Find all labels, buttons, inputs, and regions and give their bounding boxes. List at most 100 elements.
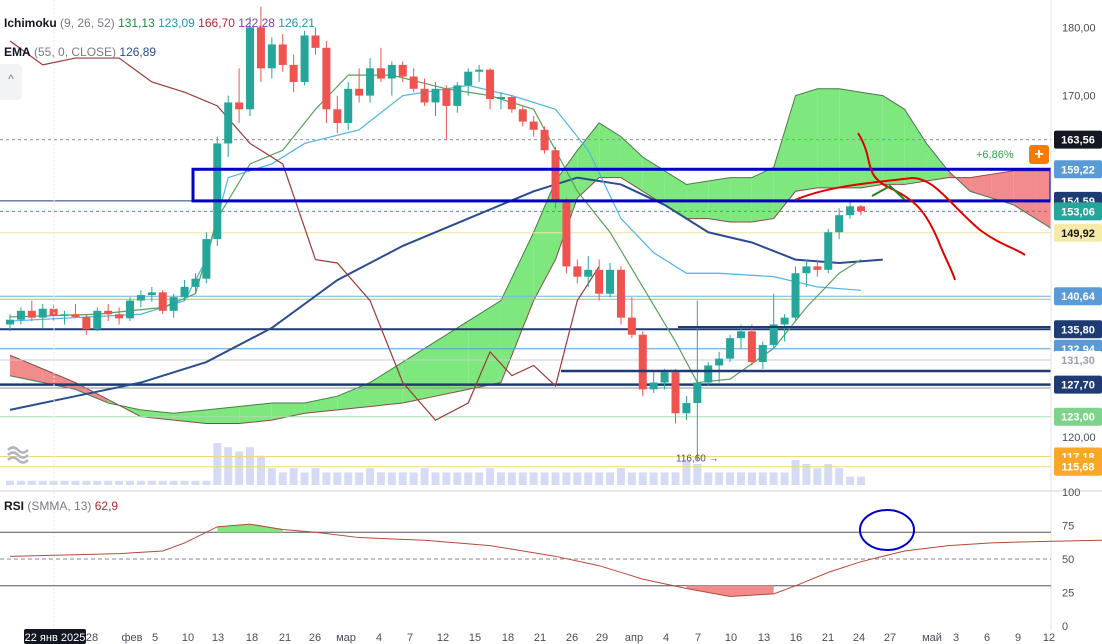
ichimoku-cloud-segment [271, 403, 305, 421]
candle-body [158, 292, 167, 311]
logo-icon [7, 446, 29, 464]
volume-bar [136, 480, 145, 485]
candle-body [540, 129, 549, 151]
volume-bar [529, 472, 538, 485]
ichimoku-chikou-line [9, 40, 600, 421]
ichimoku-cloud-segment [599, 122, 621, 178]
price-tag-label: 123,00 [1061, 412, 1095, 424]
ichimoku-cloud-segment [239, 403, 272, 424]
volume-bar [115, 480, 124, 485]
volume-bar [584, 472, 593, 485]
candle-body [180, 286, 189, 298]
ichimoku-cloud-segment [468, 300, 501, 390]
rsi-legend: RSI (SMMA, 13) 62,9 [4, 499, 118, 513]
ichimoku-value-2: 123,09 [158, 16, 195, 30]
candle-body [726, 338, 735, 359]
volume-bar [846, 476, 855, 485]
ichimoku-legend: Ichimoku (9, 26, 52) 131,13 123,09 166,7… [4, 16, 315, 30]
price-tag-label: 159,22 [1061, 164, 1095, 176]
candle-body [431, 88, 440, 103]
candle-body [584, 269, 593, 277]
ichimoku-cloud-segment [664, 170, 687, 219]
candle-body [638, 334, 647, 390]
time-tick-label: 18 [502, 632, 514, 644]
candle-body [38, 308, 47, 318]
rsi-oversold-fill [686, 585, 774, 597]
time-tick-label: 3 [953, 632, 959, 644]
price-tick-label: 120,00 [1062, 432, 1096, 444]
candle-body [496, 97, 505, 100]
candle-body [246, 27, 255, 110]
price-tag-label: 135,80 [1061, 324, 1095, 336]
volume-bar [442, 472, 451, 485]
ichimoku-name[interactable]: Ichimoku [4, 16, 57, 30]
volume-bar [780, 472, 789, 485]
candle-body [529, 121, 538, 130]
ema-legend: EMA (55, 0, CLOSE) 126,89 [4, 45, 156, 59]
collapse-panel-handle[interactable]: ^ [0, 64, 22, 100]
plus-icon[interactable]: + [1029, 145, 1049, 164]
rsi-name[interactable]: RSI [4, 499, 25, 513]
time-tick-label: 21 [534, 632, 546, 644]
candle-body [322, 47, 331, 110]
volume-bar [540, 472, 549, 485]
blue-zone-box [191, 167, 1051, 203]
candle-body [595, 269, 604, 294]
volume-bar [246, 447, 255, 485]
price-tag-label: 153,06 [1061, 206, 1095, 218]
date-cursor-label: 22 янв 2025 [25, 632, 86, 644]
candle-body [235, 102, 244, 110]
volume-bar [420, 468, 429, 485]
price-tag [1054, 287, 1102, 306]
rsi-overbought-fill [217, 524, 283, 533]
candle-body [769, 324, 778, 345]
volume-bar [38, 480, 47, 485]
ema-name[interactable]: EMA [4, 45, 31, 59]
volume-bar [376, 472, 385, 485]
volume-bar [224, 447, 233, 485]
volume-bar [507, 472, 516, 485]
volume-bar [649, 472, 658, 485]
candle-body [387, 64, 396, 79]
candle-body [846, 206, 855, 216]
volume-bar [409, 472, 418, 485]
volume-bar [562, 472, 571, 485]
time-tick-label: 9 [1015, 632, 1021, 644]
ichimoku-cloud-segment [577, 122, 600, 199]
candle-body [507, 97, 516, 110]
ichimoku-value-4: 122,28 [238, 16, 275, 30]
volume-bar [813, 468, 822, 485]
candle-body [627, 317, 636, 335]
volume-bar [333, 472, 342, 485]
candle-body [376, 68, 385, 79]
ichimoku-span-a-line [9, 88, 1051, 414]
volume-bar [147, 480, 156, 485]
ema-line [9, 176, 883, 411]
time-tick-label: 13 [212, 632, 224, 644]
volume-bar [398, 472, 407, 485]
candle-body [289, 64, 298, 82]
ichimoku-cloud-segment [817, 88, 840, 188]
time-tick-label: 7 [695, 632, 701, 644]
candle-body [191, 278, 200, 287]
candle-body [82, 316, 91, 330]
candle-body [616, 269, 625, 318]
change-percent: +6,86% [976, 149, 1014, 161]
volume-bar [289, 468, 298, 485]
volume-bar [660, 472, 669, 485]
price-tag-label: 131,30 [1061, 355, 1095, 367]
volume-bar [704, 472, 713, 485]
volume-bar [638, 472, 647, 485]
candle-body [169, 297, 178, 311]
time-tick-label: 5 [152, 632, 158, 644]
candle-body [747, 331, 756, 363]
candle-body [278, 44, 287, 65]
ichimoku-cloud-segment [751, 167, 774, 223]
candle-body [126, 300, 135, 319]
time-tick-label: мар [336, 632, 356, 644]
candle-body [704, 365, 713, 383]
candle-body [573, 266, 582, 277]
price-tag-label: 140,64 [1061, 291, 1096, 303]
volume-bar [104, 480, 113, 485]
